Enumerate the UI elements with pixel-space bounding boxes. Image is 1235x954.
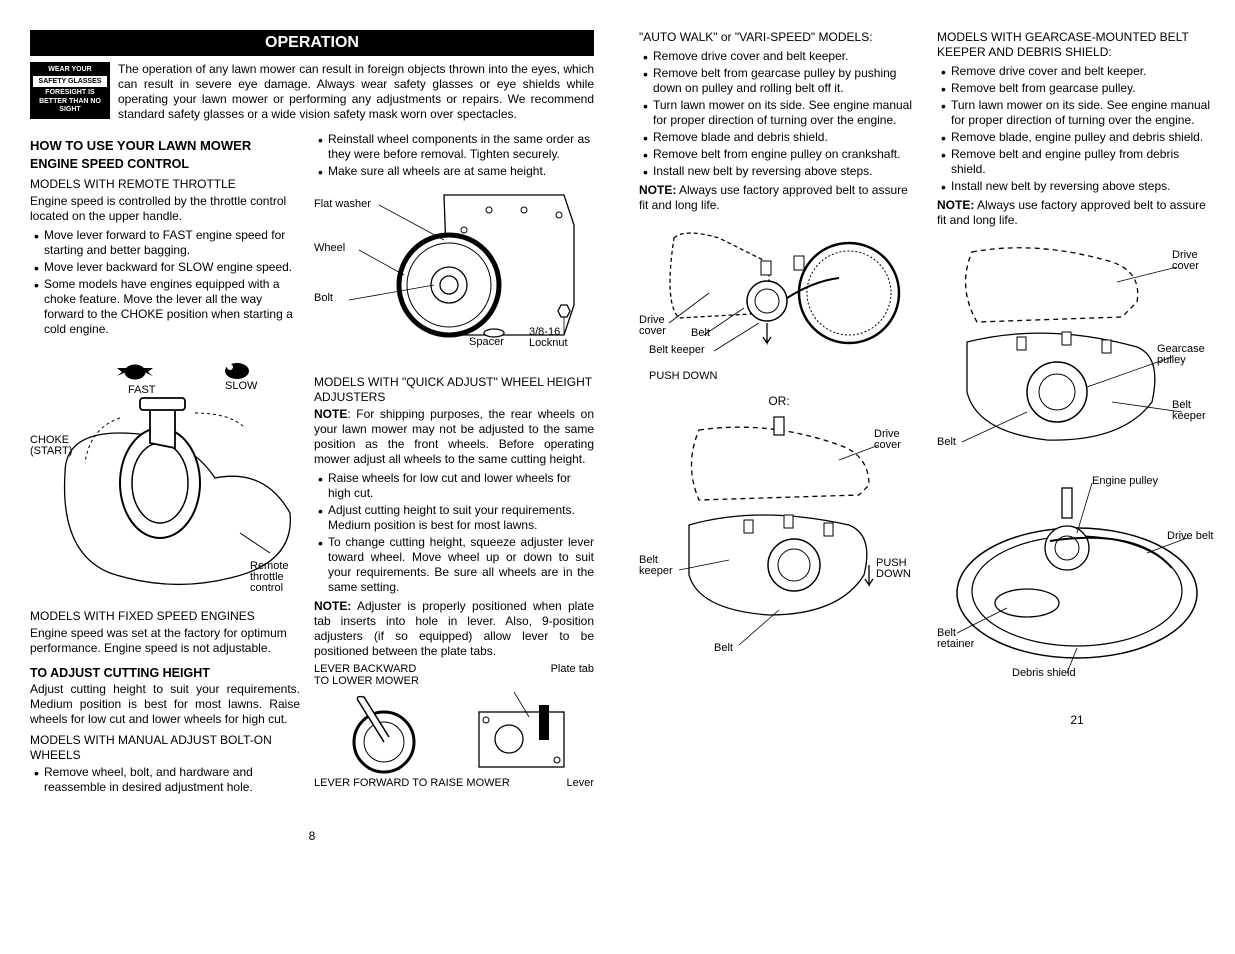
manual-adjust-heading: MODELS WITH MANUAL ADJUST BOLT-ON WHEELS [30, 733, 300, 763]
bolt-label: Bolt [314, 293, 333, 304]
badge-bottom: FORESIGHT IS BETTER THAN NO SIGHT [33, 88, 107, 115]
list-item: Turn lawn mower on its side. See engine … [937, 98, 1217, 128]
note-text: Always use factory approved belt to assu… [937, 198, 1206, 227]
locknut-label: 3/8-16 Locknut [529, 327, 589, 349]
push-down-label-2: PUSH DOWN [876, 558, 921, 580]
intro-paragraph: The operation of any lawn mower can resu… [30, 62, 594, 122]
gearcase-heading: MODELS WITH GEARCASE-MOUNTED BELT KEEPER… [937, 30, 1217, 60]
list-item: Remove belt from gearcase pulley. [937, 81, 1217, 96]
cutting-height-text: Adjust cutting height to suit your requi… [30, 682, 300, 727]
list-item: Remove drive cover and belt keeper. [937, 64, 1217, 79]
lever-label: Lever [566, 777, 594, 789]
list-item: Some models have engines equipped with a… [30, 277, 300, 337]
gearcase-diagram-2: Engine pulley Drive belt Belt retainer D… [937, 473, 1217, 683]
list-item: Remove belt from gearcase pulley by push… [639, 66, 919, 96]
push-down-label: PUSH DOWN [649, 371, 717, 382]
wheel-label: Wheel [314, 243, 345, 254]
page-number-right: 21 [937, 713, 1217, 727]
spacer-label: Spacer [469, 337, 504, 348]
engine-pulley-label: Engine pulley [1092, 476, 1158, 487]
plate-tab-label: Plate tab [551, 663, 594, 687]
quick-adjust-list: Raise wheels for low cut and lower wheel… [314, 471, 594, 595]
list-item: Install new belt by reversing above step… [639, 164, 919, 179]
lever-back-label: LEVER BACKWARD TO LOWER MOWER [314, 663, 434, 687]
quick-adjust-heading: MODELS WITH "QUICK ADJUST" WHEEL HEIGHT … [314, 375, 594, 405]
list-item: Remove belt from engine pulley on cranks… [639, 147, 919, 162]
list-item: Turn lawn mower on its side. See engine … [639, 98, 919, 128]
throttle-diagram: FAST SLOW CHOKE (START) Remote throttle … [30, 343, 300, 603]
list-item: To change cutting height, squeeze adjust… [314, 535, 594, 595]
auto-walk-list: Remove drive cover and belt keeper. Remo… [639, 49, 919, 179]
belt-keeper-label: Belt keeper [649, 345, 705, 356]
manual-adjust-list: Remove wheel, bolt, and hardware and rea… [30, 765, 300, 795]
flat-washer-label: Flat washer [314, 199, 371, 210]
lever-diagram: LEVER BACKWARD TO LOWER MOWER Plate tab [314, 663, 594, 793]
remote-throttle-text: Engine speed is controlled by the thrott… [30, 194, 300, 224]
belt-keeper-label-2: Belt keeper [639, 555, 681, 577]
wheel-diagram: Flat washer Wheel Bolt Spacer 3/8-16 Loc… [314, 185, 594, 355]
list-item: Reinstall wheel components in the same o… [314, 132, 594, 162]
badge-top: WEAR YOUR [33, 65, 107, 75]
belt-keeper-label-3: Belt keeper [1172, 400, 1222, 422]
list-item: Remove blade and debris shield. [639, 130, 919, 145]
list-item: Adjust cutting height to suit your requi… [314, 503, 594, 533]
list-item: Make sure all wheels are at same height. [314, 164, 594, 179]
fixed-speed-heading: MODELS WITH FIXED SPEED ENGINES [30, 609, 300, 624]
lever-forward-label: LEVER FORWARD TO RAISE MOWER [314, 777, 510, 789]
belt-label-2: Belt [714, 643, 733, 654]
safety-glasses-badge: WEAR YOUR SAFETY GLASSES FORESIGHT IS BE… [30, 62, 110, 119]
cutting-height-heading: TO ADJUST CUTTING HEIGHT [30, 666, 300, 680]
gearcase-note: NOTE: Always use factory approved belt t… [937, 198, 1217, 228]
slow-label: SLOW [225, 381, 257, 392]
fast-label: FAST [128, 385, 156, 396]
note-text: For shipping purposes, the rear wheels o… [314, 407, 594, 466]
drive-belt-label: Drive belt [1167, 531, 1213, 542]
gearcase-diagram-1: Drive cover Gearcase pulley Belt keeper … [937, 242, 1217, 467]
debris-shield-label: Debris shield [1012, 668, 1076, 679]
or-divider: OR: [639, 394, 919, 409]
list-item: Install new belt by reversing above step… [937, 179, 1217, 194]
list-item: Remove drive cover and belt keeper. [639, 49, 919, 64]
belt-diagram-1: Drive cover Belt Belt keeper PUSH DOWN [639, 223, 919, 388]
drive-cover-label-2: Drive cover [874, 429, 919, 451]
engine-speed-heading: ENGINE SPEED CONTROL [30, 157, 300, 171]
gearcase-pulley-label: Gearcase pulley [1157, 344, 1217, 366]
list-item: Move lever forward to FAST engine speed … [30, 228, 300, 258]
list-item: Raise wheels for low cut and lower wheel… [314, 471, 594, 501]
belt-diagram-2: Drive cover Belt keeper PUSH DOWN Belt [639, 415, 919, 675]
remote-throttle-list: Move lever forward to FAST engine speed … [30, 228, 300, 337]
badge-mid: SAFETY GLASSES [33, 76, 107, 87]
choke-label: CHOKE (START) [30, 435, 72, 457]
belt-label: Belt [691, 328, 710, 339]
note-text: Always use factory approved belt to assu… [639, 183, 908, 212]
auto-walk-heading: "AUTO WALK" or "VARI-SPEED" MODELS: [639, 30, 919, 45]
reinstall-list: Reinstall wheel components in the same o… [314, 132, 594, 179]
fixed-speed-text: Engine speed was set at the factory for … [30, 626, 300, 656]
list-item: Remove wheel, bolt, and hardware and rea… [30, 765, 300, 795]
belt-retainer-label: Belt retainer [937, 628, 987, 650]
page-number-left: 8 [30, 829, 594, 843]
gearcase-list: Remove drive cover and belt keeper. Remo… [937, 64, 1217, 194]
quick-adjust-note2: NOTE: Adjuster is properly positioned wh… [314, 599, 594, 659]
drive-cover-label: Drive cover [639, 315, 679, 337]
drive-cover-label-3: Drive cover [1172, 250, 1217, 272]
belt-label-3: Belt [937, 437, 956, 448]
note-text: Adjuster is properly positioned when pla… [314, 599, 594, 658]
remote-throttle-label: Remote throttle control [250, 561, 305, 594]
how-to-use-heading: HOW TO USE YOUR LAWN MOWER [30, 138, 300, 153]
quick-adjust-note: NOTE: For shipping purposes, the rear wh… [314, 407, 594, 467]
list-item: Remove blade, engine pulley and debris s… [937, 130, 1217, 145]
auto-walk-note: NOTE: Always use factory approved belt t… [639, 183, 919, 213]
list-item: Remove belt and engine pulley from debri… [937, 147, 1217, 177]
remote-throttle-heading: MODELS WITH REMOTE THROTTLE [30, 177, 300, 192]
operation-header: OPERATION [30, 30, 594, 56]
list-item: Move lever backward for SLOW engine spee… [30, 260, 300, 275]
